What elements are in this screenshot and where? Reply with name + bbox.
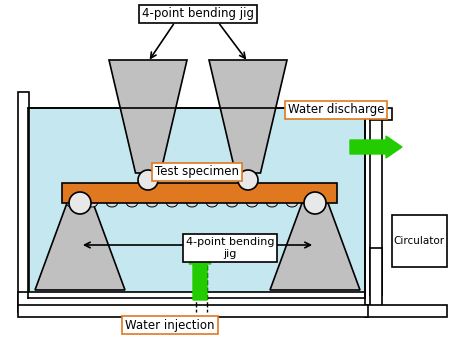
FancyArrow shape [189,248,211,300]
Circle shape [69,192,91,214]
FancyArrow shape [350,136,402,158]
Ellipse shape [247,199,258,207]
Bar [392,215,447,267]
Ellipse shape [106,199,117,207]
Bar [370,248,382,313]
Bar [62,183,337,203]
Ellipse shape [126,199,137,207]
Ellipse shape [86,199,97,207]
Ellipse shape [287,199,298,207]
Ellipse shape [267,199,278,207]
Ellipse shape [187,199,197,207]
Ellipse shape [147,199,157,207]
Text: 4-point bending
jig: 4-point bending jig [186,237,274,259]
Bar [18,305,368,317]
Ellipse shape [66,199,77,207]
Ellipse shape [227,199,238,207]
Circle shape [304,192,326,214]
Text: Water injection: Water injection [125,319,215,331]
Bar [18,292,365,312]
Ellipse shape [167,199,177,207]
Bar [370,108,392,120]
Polygon shape [109,60,187,173]
Text: Water discharge: Water discharge [288,104,384,117]
Bar [365,305,447,317]
Text: 4-point bending jig: 4-point bending jig [142,8,254,21]
Text: Test specimen: Test specimen [155,166,239,178]
Ellipse shape [207,199,217,207]
Circle shape [238,170,258,190]
Polygon shape [270,203,360,290]
Polygon shape [35,203,125,290]
Ellipse shape [307,199,318,207]
Polygon shape [209,60,287,173]
Circle shape [138,170,158,190]
Bar [370,108,382,295]
Text: Circulator: Circulator [394,236,445,246]
Bar [18,92,29,307]
Bar [28,108,365,298]
